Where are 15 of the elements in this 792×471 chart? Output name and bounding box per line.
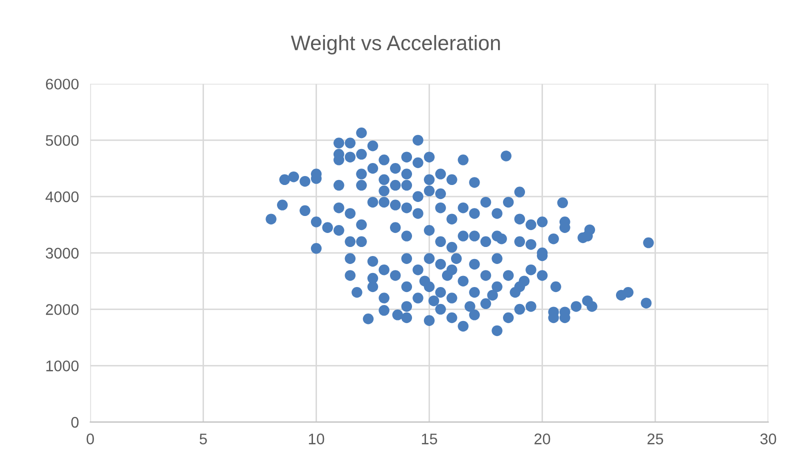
- x-tick-label: 30: [760, 434, 776, 444]
- x-tick-label: 5: [200, 434, 207, 444]
- x-tick-label: 20: [534, 434, 550, 444]
- y-tick-label: 0: [71, 416, 79, 428]
- y-tick-label: 6000: [46, 78, 79, 90]
- x-tick-label: 0: [86, 434, 94, 444]
- x-tick-label: 25: [648, 434, 664, 444]
- x-tick-label: 10: [308, 434, 324, 444]
- chart-title: Weight vs Acceleration: [290, 35, 500, 54]
- y-tick-label: 5000: [46, 135, 79, 146]
- y-tick-label: 1000: [46, 360, 79, 372]
- y-tick-label: 3000: [46, 248, 79, 259]
- x-tick-label: 15: [422, 434, 438, 444]
- y-tick-label: 4000: [46, 191, 79, 202]
- y-tick-label: 2000: [46, 304, 79, 315]
